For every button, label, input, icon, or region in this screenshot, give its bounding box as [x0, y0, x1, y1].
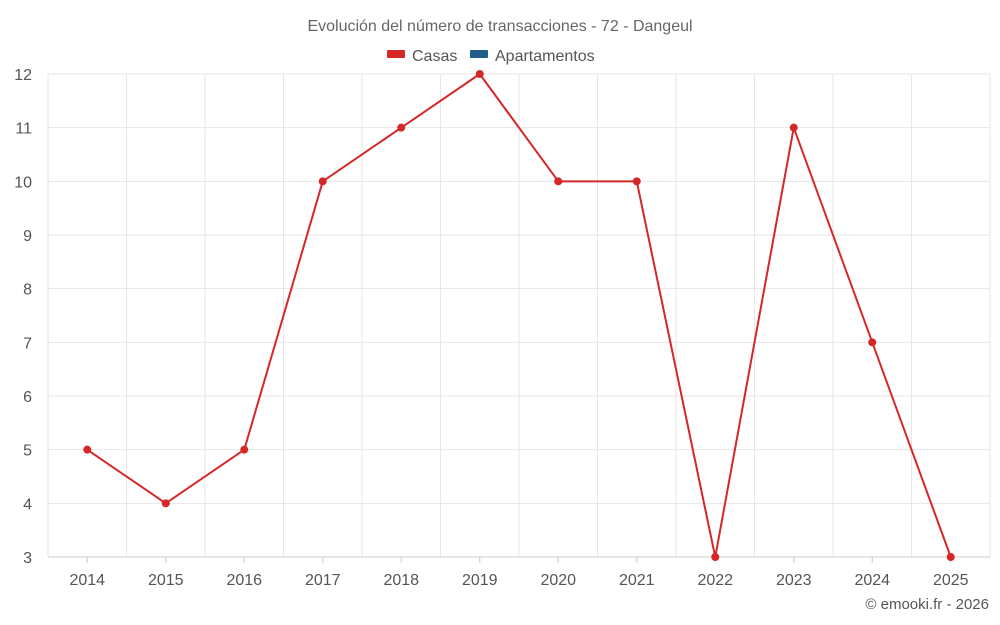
grid — [47, 73, 991, 558]
data-point[interactable] — [632, 177, 641, 186]
y-tick-label: 12 — [14, 67, 32, 84]
data-point[interactable] — [868, 338, 877, 347]
x-tick-label: 2017 — [305, 572, 341, 589]
y-tick-label: 3 — [23, 550, 32, 567]
y-tick-label: 11 — [15, 121, 32, 138]
data-point[interactable] — [161, 499, 170, 508]
y-tick-label: 5 — [23, 443, 32, 460]
data-point[interactable] — [475, 70, 484, 78]
y-axis: 3 4 5 6 7 8 9 10 11 12 — [14, 67, 32, 567]
series-line-casas — [86, 73, 952, 558]
x-tick-label: 2024 — [854, 572, 890, 589]
x-tick-label: 2021 — [619, 572, 655, 589]
x-tick-label: 2020 — [540, 572, 576, 589]
y-tick-label: 9 — [23, 228, 32, 245]
data-point[interactable] — [946, 553, 955, 561]
y-tick-label: 7 — [23, 335, 32, 352]
y-tick-label: 8 — [23, 282, 32, 299]
data-point[interactable] — [318, 177, 327, 186]
x-tick-label: 2014 — [69, 572, 105, 589]
legend: Casas Apartamentos — [387, 48, 595, 65]
y-tick-label: 10 — [14, 174, 32, 191]
data-point[interactable] — [240, 445, 249, 454]
copyright-text: © emooki.fr - 2026 — [865, 596, 989, 613]
x-tick-label: 2019 — [462, 572, 498, 589]
legend-swatch-apartamentos[interactable] — [470, 50, 488, 58]
data-point[interactable] — [397, 123, 406, 132]
data-point[interactable] — [554, 177, 563, 186]
legend-label-apartamentos[interactable]: Apartamentos — [495, 48, 595, 65]
legend-label-casas[interactable]: Casas — [412, 48, 457, 65]
series-casas — [83, 70, 955, 561]
y-tick-label: 6 — [23, 389, 32, 406]
chart-title: Evolución del número de transacciones - … — [307, 18, 692, 35]
x-tick-label: 2022 — [697, 572, 733, 589]
x-tick-label: 2018 — [383, 572, 419, 589]
x-tick-label: 2023 — [776, 572, 812, 589]
legend-swatch-casas[interactable] — [387, 50, 405, 58]
x-axis: 2014 2015 2016 2017 2018 2019 2020 2021 2022 2023… — [69, 557, 969, 589]
x-tick-label: 2016 — [226, 572, 262, 589]
data-point[interactable] — [789, 123, 798, 132]
x-tick-label: 2015 — [148, 572, 184, 589]
data-point[interactable] — [83, 445, 92, 454]
data-point[interactable] — [711, 553, 720, 561]
y-tick-label: 4 — [23, 496, 32, 513]
x-tick-label: 2025 — [933, 572, 969, 589]
